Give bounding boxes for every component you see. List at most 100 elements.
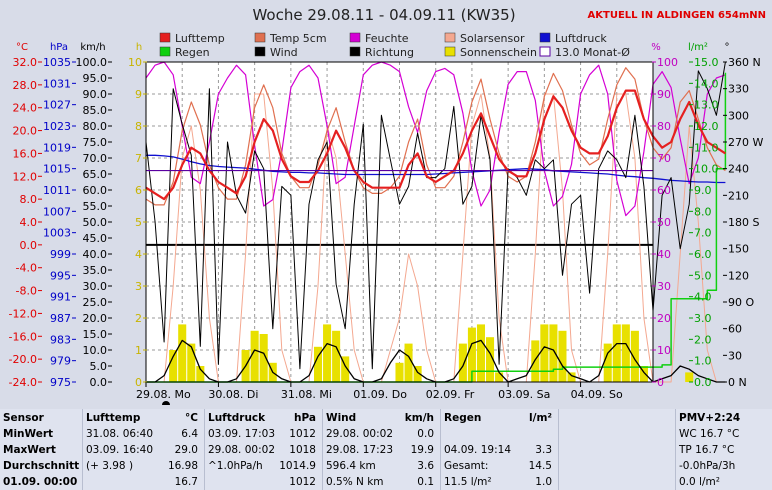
axis-tick-temp: -20.0	[9, 353, 37, 366]
axis-tick-direction: 60	[728, 323, 742, 336]
axis-tick-sun: 4	[135, 248, 142, 261]
axis-tick-direction: 30	[728, 349, 742, 362]
stats-sensor-title: Sensor	[3, 412, 44, 424]
sunshine-bar	[187, 343, 196, 382]
axis-tick-pressure: 1023	[43, 120, 71, 133]
x-tick-label: 31.08. Mi	[281, 388, 332, 401]
stats-regen-column: Regen l/m² 04.09. 19:14 3.3 Gesamt: 14.5 11…	[441, 409, 559, 490]
stat-date: Gesamt:	[444, 460, 489, 472]
stats-regen-unit: l/m²	[529, 412, 552, 424]
sunshine-bar	[250, 330, 259, 382]
stat-date: (+ 3.98 )	[86, 460, 134, 472]
axis-unit-humidity: %	[651, 42, 661, 53]
axis-tick-pressure: 1003	[43, 227, 71, 240]
axis-tick-temp: -16.0	[9, 330, 37, 343]
sunshine-bar	[313, 346, 323, 382]
stats-pmv-line: 0.0 l/m²	[679, 476, 720, 488]
stat-value: 1.0	[535, 476, 552, 488]
axis-tick-wind: 45.0	[83, 232, 108, 245]
stat-date: 0.5% N km	[326, 476, 384, 488]
axis-tick-humidity: 100	[657, 56, 678, 69]
sunshine-bar	[540, 324, 549, 382]
sunshine-bar	[639, 366, 648, 382]
stat-value: 3.3	[535, 444, 552, 456]
axis-tick-wind: 35.0	[83, 264, 108, 277]
sunshine-bar	[621, 324, 630, 382]
stats-row-label: MaxWert	[3, 444, 56, 456]
stats-table: Sensor MinWert MaxWert Durchschnitt 01.0…	[0, 409, 772, 490]
stats-wind-column: Wind km/h 29.08. 00:02 0.0 29.08. 17:23 19.…	[323, 409, 441, 490]
axis-tick-direction: 150	[728, 243, 749, 256]
chart-title: Woche 29.08.11 - 04.09.11 (KW35)	[252, 6, 515, 24]
legend-swatch	[444, 32, 456, 43]
axis-tick-sun: 0	[135, 376, 142, 389]
axis-tick-humidity: 0	[657, 376, 664, 389]
legend-swatch	[349, 32, 361, 43]
axis-tick-wind: 40.0	[83, 248, 108, 261]
legend-label: 13.0 Monat-Ø	[555, 46, 630, 59]
axis-tick-temp: 4.0	[20, 216, 38, 229]
stat-date: 31.08.	[86, 428, 120, 440]
stats-lufttemp-unit: °C	[185, 412, 198, 424]
weather-chart: Woche 29.08.11 - 04.09.11 (KW35) AKTUELL…	[8, 6, 766, 405]
stat-date: 29.08.	[208, 444, 242, 456]
stat-time: 17:03	[244, 428, 276, 440]
legend-label: Richtung	[365, 46, 414, 59]
axis-tick-wind: 95.0	[83, 72, 108, 85]
axis-tick-sun: 3	[135, 280, 142, 293]
x-tick-label: 03.09. Sa	[498, 388, 550, 401]
sunshine-bar	[685, 372, 694, 382]
axis-tick-pressure: 1031	[43, 77, 71, 90]
axis-tick-direction: 180 S	[728, 216, 759, 229]
axis-tick-temp: 16.0	[13, 147, 38, 160]
stat-time: 00:02	[244, 444, 276, 456]
x-tick-label: 04.09. So	[571, 388, 623, 401]
axis-tick-pressure: 1011	[43, 184, 71, 197]
axis-tick-humidity: 30	[657, 280, 671, 293]
axis-tick-direction: 300	[728, 109, 749, 122]
axis-tick-wind: 85.0	[83, 104, 108, 117]
x-tick-label: 02.09. Fr	[426, 388, 475, 401]
axis-tick-sun: 9	[135, 88, 142, 101]
stat-value: 0.0	[417, 428, 434, 440]
stats-row-label: Durchschnitt	[3, 460, 80, 472]
stats-lufttemp-title: Lufttemp	[86, 412, 141, 424]
axis-unit-wind: km/h	[80, 42, 105, 53]
sunshine-bar	[531, 340, 540, 382]
stats-empty-column	[559, 409, 676, 490]
axis-tick-pressure: 995	[50, 269, 71, 282]
axis-tick-temp: 20.0	[13, 125, 38, 138]
sunshine-bar	[178, 324, 187, 382]
axis-tick-direction: 270 W	[728, 136, 763, 149]
stats-regen-title: Regen	[444, 412, 482, 424]
stat-date: 29.08.	[326, 444, 360, 456]
series-line-lufttemp	[145, 89, 726, 201]
axis-tick-humidity: 90	[657, 88, 671, 101]
stat-value: 16.7	[174, 476, 198, 488]
axis-tick-direction: 360 N	[728, 56, 761, 69]
axis-tick-wind: 5.0	[90, 360, 108, 373]
legend-label: Solarsensor	[460, 32, 525, 45]
axis-tick-rain: 4.0	[694, 291, 712, 304]
x-tick-label: 29.08. Mo	[136, 388, 191, 401]
stats-lufttemp-column: Lufttemp °C 31.08. 06:40 6.4 03.09. 16:40 2…	[83, 409, 205, 490]
stats-pmv-line: TP 16.7 °C	[679, 444, 735, 456]
stats-luftdruck-unit: hPa	[294, 412, 316, 424]
axis-tick-rain: 0.0	[694, 376, 712, 389]
axis-tick-rain: 1.0	[694, 355, 712, 368]
axis-tick-humidity: 60	[657, 184, 671, 197]
axis-tick-direction: 90 O	[728, 296, 754, 309]
axis-unit-temp: °C	[16, 42, 28, 53]
axis-tick-wind: 100.0	[76, 56, 108, 69]
legend-swatch	[159, 46, 171, 57]
sunshine-bar	[395, 362, 404, 382]
stats-row-label: MinWert	[3, 428, 54, 440]
axis-tick-pressure: 979	[50, 355, 71, 368]
stat-value: 16.98	[167, 460, 198, 472]
series-line-luftdruck	[146, 154, 726, 184]
axis-tick-wind: 80.0	[83, 120, 108, 133]
stat-date: 03.09.	[208, 428, 242, 440]
sunshine-bar	[169, 350, 178, 382]
stat-date: 11.5 l/m²	[444, 476, 492, 488]
axis-tick-pressure: 975	[50, 376, 71, 389]
